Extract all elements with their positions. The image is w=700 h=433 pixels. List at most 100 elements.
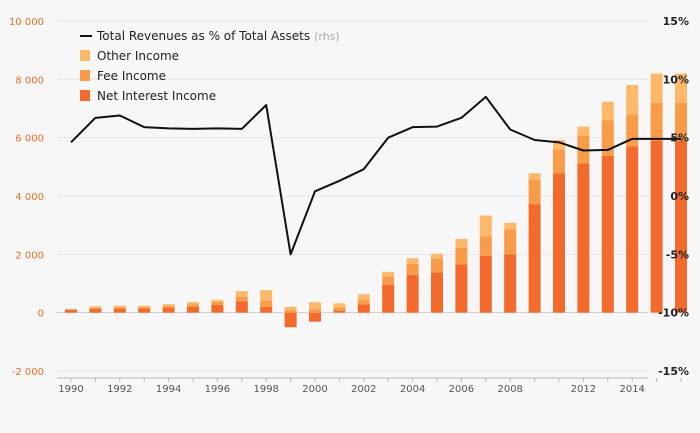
y2-tick-label: 15% bbox=[663, 15, 689, 28]
x-tick-label: 2004 bbox=[400, 384, 425, 395]
bar-fee-income bbox=[577, 135, 590, 164]
x-tick-label: 1994 bbox=[156, 384, 181, 395]
legend-label-other-income: Other Income bbox=[97, 49, 179, 63]
bar-other-income bbox=[89, 306, 102, 308]
x-tick-label: 1992 bbox=[107, 384, 132, 395]
bar-other-income bbox=[138, 305, 151, 308]
bar-other-income bbox=[650, 73, 663, 103]
bar-net-interest-income bbox=[504, 254, 517, 313]
y2-tick-label: 5% bbox=[670, 132, 689, 145]
bar-net-interest-income bbox=[675, 140, 687, 313]
left-axis: -2 000 0 2 000 4 000 6 000 8 000 10 000 bbox=[9, 17, 44, 378]
bar-other-income bbox=[113, 305, 126, 308]
bar-other-income bbox=[406, 258, 419, 264]
gridlines bbox=[57, 20, 648, 372]
bar-net-interest-income bbox=[187, 306, 199, 313]
bar-other-income bbox=[309, 302, 321, 310]
legend-swatch-fee-income bbox=[80, 70, 90, 81]
bar-fee-income bbox=[528, 179, 541, 205]
bar-net-interest-income bbox=[626, 146, 639, 313]
bar-fee-income bbox=[406, 263, 419, 276]
y-tick-label: 6 000 bbox=[15, 134, 44, 145]
x-tick-label: 2002 bbox=[351, 384, 376, 395]
bar-net-interest-income bbox=[113, 308, 126, 313]
bar-fee-income bbox=[138, 307, 151, 309]
legend-swatch-other-income bbox=[80, 50, 90, 61]
bar-net-interest-income bbox=[162, 307, 175, 313]
bar-net-interest-income bbox=[382, 284, 395, 313]
bar-fee-income bbox=[479, 236, 492, 256]
y2-tick-label: -5% bbox=[666, 248, 689, 261]
y2-tick-label: -15% bbox=[658, 365, 689, 378]
bar-other-income bbox=[382, 271, 395, 277]
bar-net-interest-income bbox=[479, 255, 492, 313]
legend-label-fee-income: Fee Income bbox=[97, 69, 166, 83]
bar-fee-income bbox=[504, 229, 517, 255]
bar-fee-income bbox=[89, 307, 102, 309]
bar-fee-income bbox=[357, 300, 370, 305]
y-tick-label: -2 000 bbox=[12, 367, 44, 378]
bar-other-income bbox=[431, 253, 443, 259]
bar-net-interest-income bbox=[309, 312, 321, 322]
y-tick-label: 10 000 bbox=[9, 17, 44, 28]
bar-fee-income bbox=[455, 247, 468, 265]
legend-swatch-net-interest-income bbox=[80, 90, 90, 101]
x-axis: 1990 1992 1994 1996 1998 2000 2002 2004 2006 2008… bbox=[57, 377, 682, 395]
bar-fee-income bbox=[650, 102, 663, 141]
bar-net-interest-income bbox=[577, 163, 590, 313]
x-tick-label: 1996 bbox=[205, 384, 230, 395]
y-tick-label: 2 000 bbox=[15, 250, 44, 261]
bar-other-income bbox=[260, 290, 273, 301]
bar-net-interest-income bbox=[431, 272, 443, 313]
y2-tick-label: 0% bbox=[670, 190, 689, 203]
y-tick-label: 8 000 bbox=[15, 75, 44, 86]
bar-other-income bbox=[577, 126, 590, 136]
bar-other-income bbox=[528, 173, 541, 180]
bar-fee-income bbox=[260, 300, 273, 307]
bar-other-income bbox=[284, 306, 297, 311]
bars bbox=[65, 73, 687, 328]
x-tick-label: 2000 bbox=[302, 384, 327, 395]
y-tick-label: 4 000 bbox=[15, 192, 44, 203]
y2-tick-label: -10% bbox=[658, 307, 689, 320]
bar-net-interest-income bbox=[528, 204, 541, 313]
bar-other-income bbox=[675, 73, 687, 103]
bar-fee-income bbox=[113, 307, 126, 309]
bar-net-interest-income bbox=[333, 310, 346, 313]
x-tick-label: 1990 bbox=[58, 384, 83, 395]
right-axis: -15% -10% -5% 0% 5% 10% 15% bbox=[658, 15, 689, 378]
bar-net-interest-income bbox=[65, 309, 77, 313]
bar-other-income bbox=[626, 85, 639, 115]
bar-net-interest-income bbox=[235, 301, 248, 313]
bar-fee-income bbox=[284, 310, 297, 313]
bar-fee-income bbox=[601, 120, 614, 156]
bar-fee-income bbox=[309, 309, 321, 313]
bar-other-income bbox=[479, 215, 492, 237]
bar-fee-income bbox=[187, 304, 199, 307]
x-tick-label: 2014 bbox=[619, 384, 644, 395]
bar-other-income bbox=[333, 303, 346, 308]
bar-fee-income bbox=[553, 149, 565, 174]
bar-net-interest-income bbox=[284, 312, 297, 328]
bar-net-interest-income bbox=[357, 304, 370, 313]
bar-fee-income bbox=[382, 276, 395, 285]
bar-net-interest-income bbox=[89, 308, 102, 313]
bar-other-income bbox=[235, 291, 248, 297]
bar-fee-income bbox=[235, 296, 248, 302]
bar-net-interest-income bbox=[211, 304, 224, 313]
bar-other-income bbox=[65, 308, 77, 310]
y2-tick-label: 10% bbox=[663, 73, 689, 86]
bar-net-interest-income bbox=[260, 306, 273, 313]
bar-other-income bbox=[187, 302, 199, 305]
x-tick-label: 2012 bbox=[571, 384, 596, 395]
bar-other-income bbox=[455, 238, 468, 248]
bar-net-interest-income bbox=[138, 308, 151, 313]
bar-net-interest-income bbox=[553, 173, 565, 313]
bar-net-interest-income bbox=[455, 264, 468, 313]
bar-other-income bbox=[162, 304, 175, 306]
bar-fee-income bbox=[211, 301, 224, 305]
bar-other-income bbox=[211, 299, 224, 302]
bar-fee-income bbox=[65, 309, 77, 310]
bar-other-income bbox=[504, 222, 517, 230]
